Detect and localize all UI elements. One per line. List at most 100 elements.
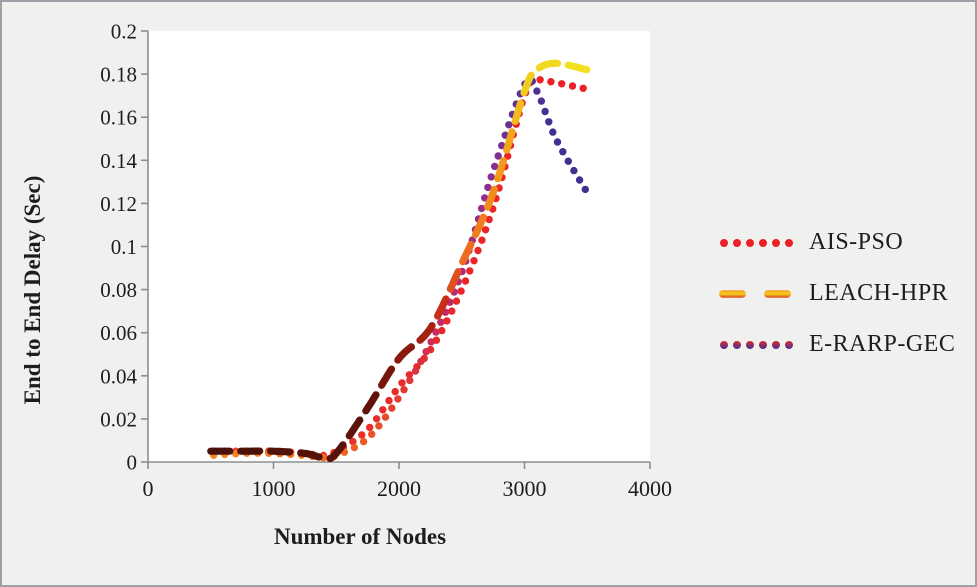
y-axis-ticks: 0 0.02 0.04 0.06 0.08 0.1 0.12 0.14 0.16 0.18 0.2 (100, 20, 148, 475)
data-dot (485, 215, 493, 224)
data-dot (406, 376, 414, 385)
data-dot (466, 267, 474, 275)
data-dot (505, 121, 513, 129)
legend-label: LEACH-HPR (809, 280, 949, 306)
x-tick-label: 1000 (252, 476, 296, 501)
x-axis-ticks: 0 1000 2000 3000 4000 (143, 462, 672, 501)
legend-item-e-rarp-gec: E-RARP-GEC (717, 319, 955, 370)
data-dot (461, 277, 470, 285)
data-dot (481, 226, 490, 234)
dashed-line-marker-icon (719, 289, 791, 298)
data-dot (391, 387, 399, 396)
data-dash (326, 441, 347, 463)
data-dot (545, 118, 553, 126)
y-tick-label: 0.2 (111, 20, 137, 44)
dotted-line-marker-icon (720, 238, 793, 247)
data-dot (432, 328, 440, 336)
data-dot (575, 176, 584, 184)
data-dot (350, 443, 359, 452)
y-tick-label: 0.1 (111, 235, 137, 259)
data-dash (362, 391, 380, 415)
y-tick-label: 0.18 (100, 63, 137, 87)
y-tick-label: 0 (127, 451, 138, 475)
data-dot (579, 84, 587, 93)
data-dot (481, 194, 489, 202)
data-dash (267, 447, 294, 456)
data-dot (349, 437, 357, 446)
data-dot (558, 80, 566, 88)
data-dot (533, 87, 541, 95)
series-leach-hpr (207, 59, 591, 463)
data-dot (564, 157, 572, 165)
data-dot (438, 326, 446, 335)
data-dash (378, 365, 396, 389)
data-dot (568, 82, 577, 90)
data-dot (537, 97, 546, 105)
data-dot (375, 422, 383, 430)
data-dot (474, 246, 482, 255)
data-dot (398, 379, 406, 387)
data-dot (379, 406, 387, 414)
legend-label: E-RARP-GEC (809, 331, 956, 357)
data-dot (536, 76, 544, 84)
data-dot (358, 431, 366, 439)
data-dot (452, 297, 461, 305)
data-dash (511, 99, 525, 125)
data-dot (411, 367, 420, 375)
data-dot (477, 204, 486, 213)
x-tick-label: 0 (143, 476, 154, 501)
y-tick-label: 0.06 (100, 321, 137, 345)
data-dash (472, 213, 487, 239)
data-dot (368, 430, 376, 438)
data-dot (478, 236, 486, 244)
data-dot (484, 183, 492, 192)
data-dash (564, 61, 591, 74)
data-dot (549, 128, 557, 136)
data-dot (400, 386, 408, 394)
y-tick-label: 0.14 (100, 149, 137, 173)
x-tick-label: 3000 (503, 476, 547, 501)
data-dash (416, 322, 436, 344)
data-dash (345, 416, 364, 440)
legend-item-ais-pso: AIS-PSO (717, 217, 955, 268)
y-tick-label: 0.12 (100, 192, 137, 216)
dotted-line-marker-icon (720, 340, 793, 349)
legend: AIS-PSO LEACH-HPR E-RARP-GEC (717, 217, 955, 370)
data-dot (448, 307, 456, 315)
data-dash (494, 157, 508, 183)
data-dash (484, 185, 498, 211)
data-dot (498, 141, 506, 150)
x-axis-title: Number of Nodes (273, 524, 447, 549)
data-dash (503, 128, 516, 154)
data-dot (470, 257, 478, 265)
data-dot (443, 317, 451, 325)
data-dot (359, 437, 368, 446)
legend-item-leach-hpr: LEACH-HPR (717, 268, 955, 319)
data-dot (491, 162, 499, 171)
data-dot (570, 166, 578, 175)
data-dot (372, 415, 381, 423)
data-dot (457, 287, 465, 295)
data-dot (417, 357, 425, 366)
data-dash (520, 71, 535, 97)
data-dash (446, 268, 462, 293)
legend-label: AIS-PSO (809, 229, 904, 255)
data-dot (504, 152, 512, 160)
data-dash (297, 449, 323, 461)
data-dot (422, 348, 430, 356)
x-tick-label: 2000 (377, 476, 421, 501)
data-dot (559, 148, 567, 156)
data-dash (434, 295, 450, 320)
data-dash (394, 343, 415, 364)
y-tick-label: 0.08 (100, 278, 137, 302)
data-dot (394, 395, 402, 403)
data-dot (581, 185, 589, 194)
data-dot (437, 318, 445, 326)
data-dot (427, 338, 435, 346)
data-dot (385, 396, 393, 405)
data-dot (388, 404, 396, 412)
y-axis-title: End to End Delay (Sec) (20, 175, 45, 405)
data-dot (547, 78, 555, 86)
